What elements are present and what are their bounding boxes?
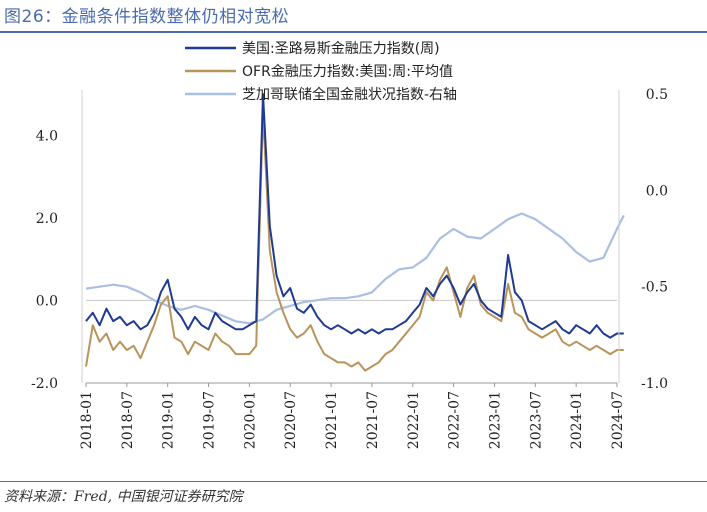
x-tick-label: 2019-07 <box>202 391 218 449</box>
title-divider <box>0 31 707 33</box>
line-chart: -2.0 0.0 2.0 4.0 -1.0 -0.5 0.0 0.5 2018-01 2018-0… <box>31 41 668 449</box>
x-tick-label: 2020-01 <box>242 391 258 449</box>
y-left-tick-label: -2.0 <box>31 376 58 392</box>
x-tick-label: 2023-07 <box>528 391 544 449</box>
series-line-1 <box>85 93 624 339</box>
chart-axes: -2.0 0.0 2.0 4.0 -1.0 -0.5 0.0 0.5 2018-01 2018-0… <box>31 87 668 449</box>
series-line-3 <box>85 212 625 325</box>
x-tick-label: 2023-01 <box>487 391 503 449</box>
y-left-tick-label: 2.0 <box>36 211 58 227</box>
x-tick-label: 2022-01 <box>406 391 422 449</box>
x-tick-label: 2018-01 <box>79 391 95 449</box>
x-tick-label: 2021-07 <box>365 391 381 449</box>
chart-legend: 美国:圣路易斯金融压力指数(周) OFR金融压力指数:美国:周:平均值芝加哥联储全… <box>185 41 457 103</box>
series-line-2 <box>85 109 624 372</box>
x-tick-label: 2021-01 <box>324 391 340 449</box>
figure-title: 图26：金融条件指数整体仍相对宽松 <box>4 7 290 27</box>
legend-label-2: OFR金融压力指数:美国:周:平均值 <box>242 64 453 80</box>
y-left-tick-label: 4.0 <box>36 128 58 144</box>
chart-series <box>85 93 625 372</box>
y-right-tick-label: -0.5 <box>641 280 668 296</box>
x-tick-label: 2022-07 <box>447 391 463 449</box>
x-tick-label: 2024-07 <box>610 391 626 449</box>
x-tick-label: 2020-07 <box>283 391 299 449</box>
y-right-tick-label: 0.5 <box>646 87 668 103</box>
y-right-tick-label: 0.0 <box>646 183 668 199</box>
x-tick-label: 2018-07 <box>120 391 136 449</box>
legend-label-1: 美国:圣路易斯金融压力指数(周) <box>242 41 440 57</box>
y-right-tick-label: -1.0 <box>641 376 668 392</box>
source-note: 资料来源：Fred, 中国银河证券研究院 <box>4 489 243 505</box>
x-tick-label: 2019-01 <box>161 391 177 449</box>
source-divider <box>0 481 707 482</box>
x-tick-label: 2024-01 <box>569 391 585 449</box>
legend-label-3: 芝加哥联储全国金融状况指数-右轴 <box>242 86 457 103</box>
y-left-tick-label: 0.0 <box>36 293 58 309</box>
